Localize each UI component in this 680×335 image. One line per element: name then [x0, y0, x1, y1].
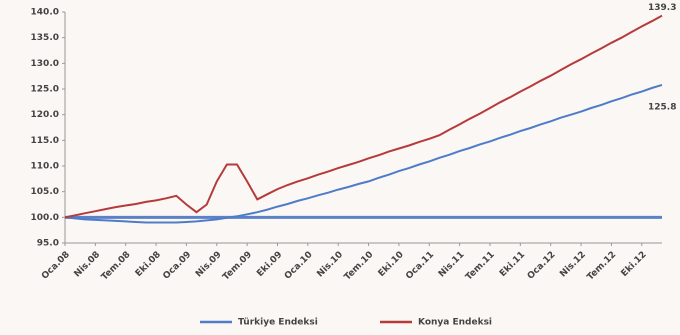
- x-tick-label: Nis.10: [315, 250, 345, 280]
- x-tick-label: Eki.12: [620, 250, 649, 279]
- x-tick-label: Oca.09: [161, 250, 193, 282]
- x-tick-label: Eki.10: [377, 250, 406, 279]
- x-tick-label: Eki.09: [255, 250, 284, 279]
- value-label: 125.8: [648, 102, 676, 112]
- x-tick-label: Eki.08: [134, 250, 163, 279]
- y-tick-label: 105.0: [31, 187, 59, 197]
- x-tick-label: Nis.09: [194, 250, 224, 280]
- x-tick-label: Tem.12: [586, 250, 619, 283]
- y-tick-label: 100.0: [31, 213, 59, 223]
- x-tick-label: Nis.12: [558, 250, 588, 280]
- x-tick-label: Tem.10: [343, 250, 376, 283]
- x-tick-label: Oca.08: [40, 250, 72, 282]
- y-tick-label: 140.0: [31, 8, 59, 18]
- value-label: 139.3: [648, 3, 676, 13]
- y-tick-label: 130.0: [31, 59, 59, 69]
- y-tick-label: 115.0: [31, 136, 59, 146]
- legend-label: Konya Endeksi: [418, 318, 492, 328]
- series-line: [64, 83, 663, 224]
- x-tick-label: Oca.11: [404, 250, 436, 282]
- x-tick-label: Oca.10: [283, 250, 315, 282]
- y-tick-label: 125.0: [31, 85, 59, 95]
- x-tick-label: Nis.08: [73, 250, 103, 280]
- series-line: [64, 14, 663, 219]
- y-tick-label: 110.0: [31, 162, 59, 172]
- y-tick-label: 95.0: [37, 239, 59, 249]
- legend-label: Türkiye Endeksi: [238, 318, 318, 328]
- y-tick-label: 135.0: [31, 33, 59, 43]
- x-tick-label: Nis.11: [437, 250, 467, 280]
- y-tick-label: 120.0: [31, 110, 59, 120]
- x-tick-label: Tem.08: [100, 250, 133, 283]
- x-tick-label: Tem.09: [221, 250, 254, 283]
- x-tick-label: Tem.11: [464, 250, 497, 283]
- x-tick-label: Eki.11: [498, 250, 527, 279]
- x-tick-label: Oca.12: [526, 250, 558, 282]
